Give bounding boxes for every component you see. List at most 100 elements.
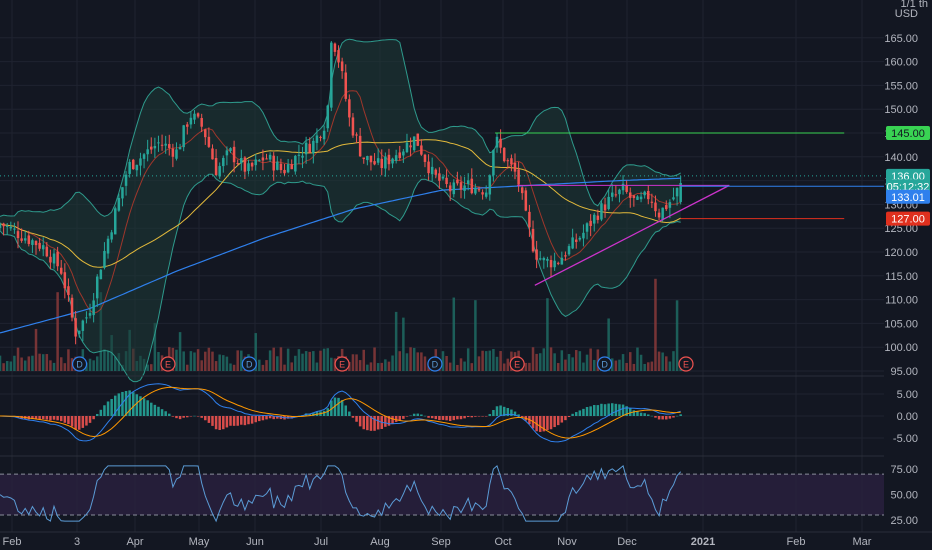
sma-short-line <box>0 90 681 314</box>
volume-bar <box>524 362 528 371</box>
price-axis-background[interactable] <box>884 0 932 532</box>
rsi-line <box>0 465 682 523</box>
macd-histogram-bar <box>657 416 661 420</box>
candle-body <box>178 147 182 150</box>
candle-body <box>103 250 106 268</box>
volume-bar <box>665 356 668 371</box>
volume-bar <box>222 355 225 371</box>
macd-tick-label: 5.00 <box>897 389 918 401</box>
candle-body <box>283 169 286 174</box>
candle-body <box>254 159 257 166</box>
candle-body <box>589 220 592 227</box>
macd-histogram-bar <box>250 416 254 424</box>
macd-histogram-bar <box>74 416 77 430</box>
macd-histogram-bar <box>85 416 88 426</box>
macd-histogram-bar <box>225 416 229 428</box>
candle-body <box>77 330 81 334</box>
time-tick-label: Mar <box>853 536 872 548</box>
volume-bar <box>31 355 34 371</box>
time-axis-background[interactable] <box>0 532 932 550</box>
macd-histogram-bar <box>679 414 682 416</box>
macd-histogram-bar <box>31 416 34 420</box>
candle-body <box>232 146 236 163</box>
candle-body <box>546 258 549 261</box>
volume-bar <box>412 347 416 371</box>
candle-body <box>348 99 351 118</box>
volume-bar <box>294 355 297 371</box>
candle-body <box>150 146 153 150</box>
macd-histogram-bar <box>279 416 283 420</box>
candle-body <box>477 189 481 191</box>
candle-body <box>355 134 358 136</box>
volume-bar <box>629 352 632 371</box>
macd-panel[interactable] <box>0 383 884 443</box>
volume-bar <box>481 350 484 371</box>
macd-histogram-bar <box>63 416 67 423</box>
macd-histogram-bar <box>495 406 499 416</box>
volume-bar <box>661 352 664 371</box>
price-tag-label: 145.00 <box>891 128 925 140</box>
volume-bar <box>456 364 459 371</box>
volume-bar <box>196 349 200 371</box>
drawing-lines[interactable] <box>0 132 884 286</box>
volume-bar <box>369 362 373 371</box>
volume-bar <box>639 354 643 371</box>
unit-label: 1/1 th <box>900 0 928 10</box>
candle-body <box>535 249 538 260</box>
candle-body <box>225 150 229 156</box>
volume-bar <box>607 318 610 371</box>
macd-histogram-bar <box>49 416 52 421</box>
candle-body <box>81 320 85 331</box>
candle-body <box>132 159 135 170</box>
macd-histogram-bar <box>261 416 265 421</box>
volume-bar <box>423 356 427 371</box>
volume-bar <box>326 348 329 371</box>
volume-bar <box>538 353 542 371</box>
macd-histogram-bar <box>207 416 211 423</box>
bollinger-bands <box>0 38 681 383</box>
candle-body <box>412 136 416 151</box>
candle-body <box>67 286 70 296</box>
volume-bar <box>218 354 221 371</box>
macd-histogram-bar <box>542 416 546 432</box>
price-tick-label: 160.00 <box>884 57 918 69</box>
volume-bar <box>254 333 257 371</box>
volume-bar <box>387 361 391 371</box>
volume-bar <box>636 347 639 371</box>
volume-bar <box>358 360 362 371</box>
rsi-panel[interactable] <box>0 465 884 523</box>
candle-body <box>322 130 326 140</box>
candle-body <box>214 158 218 176</box>
price-tick-label: 165.00 <box>884 33 918 45</box>
price-tick-label: 115.00 <box>885 271 918 283</box>
volume-bar <box>398 351 402 371</box>
candle-body <box>398 152 402 159</box>
macd-histogram-bar <box>654 416 657 418</box>
macd-histogram-bar <box>276 416 279 419</box>
macd-histogram-bar <box>254 416 257 423</box>
candle-body <box>445 177 448 185</box>
candle-body <box>301 155 304 158</box>
macd-histogram-bar <box>582 408 585 416</box>
candle-body <box>164 143 167 146</box>
candle-body <box>556 262 560 264</box>
price-tick-label: 120.00 <box>884 247 918 259</box>
volume-bar <box>574 350 578 371</box>
candle-body <box>88 313 92 316</box>
volume-bar <box>150 364 153 371</box>
volume-bar <box>466 348 470 371</box>
volume-bar <box>589 348 592 371</box>
macd-histogram-bar <box>384 416 387 427</box>
event-marker-label: E <box>514 360 520 370</box>
volume-bar <box>351 354 355 371</box>
volume-bar <box>236 350 239 371</box>
macd-histogram-bar <box>585 407 589 416</box>
macd-histogram-bar <box>340 400 344 416</box>
volume-bar <box>560 350 564 371</box>
candle-body <box>193 113 196 120</box>
volume-bar <box>272 347 275 371</box>
volume-bar <box>59 357 63 371</box>
